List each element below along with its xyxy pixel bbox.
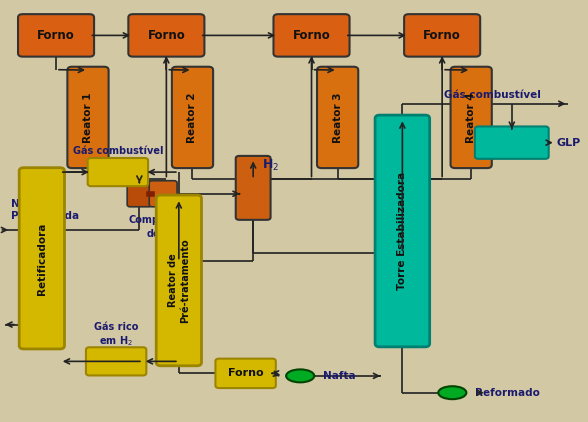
FancyBboxPatch shape — [375, 115, 430, 347]
Text: GLP: GLP — [557, 138, 581, 148]
Text: Gás combustível: Gás combustível — [73, 146, 163, 156]
Text: Compressor
de H$_2$: Compressor de H$_2$ — [129, 215, 194, 241]
FancyBboxPatch shape — [172, 67, 213, 168]
FancyBboxPatch shape — [404, 14, 480, 57]
Text: Forno: Forno — [228, 368, 263, 379]
Text: Torre Estabilizadora: Torre Estabilizadora — [397, 172, 407, 290]
FancyBboxPatch shape — [450, 67, 492, 168]
Text: Reator 2: Reator 2 — [188, 92, 198, 143]
Ellipse shape — [286, 369, 314, 382]
Text: H$_2$: H$_2$ — [262, 158, 279, 173]
FancyBboxPatch shape — [19, 168, 65, 349]
FancyBboxPatch shape — [317, 67, 358, 168]
FancyBboxPatch shape — [215, 359, 276, 388]
Text: Reator 4: Reator 4 — [466, 92, 476, 143]
Text: Forno: Forno — [423, 29, 461, 42]
FancyBboxPatch shape — [86, 347, 146, 376]
Text: Forno: Forno — [37, 29, 75, 42]
Text: Forno: Forno — [293, 29, 330, 42]
FancyBboxPatch shape — [475, 127, 549, 159]
Text: Reator 3: Reator 3 — [333, 92, 343, 143]
Text: Retificadora: Retificadora — [37, 222, 47, 295]
Text: Gás combustível: Gás combustível — [443, 90, 540, 100]
Text: Reator 1: Reator 1 — [83, 92, 93, 143]
FancyBboxPatch shape — [18, 14, 94, 57]
FancyBboxPatch shape — [273, 14, 349, 57]
FancyBboxPatch shape — [149, 181, 177, 207]
FancyBboxPatch shape — [156, 195, 202, 366]
FancyBboxPatch shape — [236, 156, 270, 220]
Text: Nafta
Pré-tratada: Nafta Pré-tratada — [11, 199, 79, 221]
Text: Reator de
Pré-tratamento: Reator de Pré-tratamento — [168, 238, 190, 323]
FancyBboxPatch shape — [128, 14, 205, 57]
Text: Forno: Forno — [148, 29, 185, 42]
FancyBboxPatch shape — [88, 158, 148, 186]
FancyBboxPatch shape — [127, 181, 152, 207]
Text: Nafta: Nafta — [323, 371, 356, 381]
FancyBboxPatch shape — [68, 67, 109, 168]
Ellipse shape — [438, 386, 466, 399]
Text: Reformado: Reformado — [475, 388, 540, 398]
Text: Gás rico
em H$_2$: Gás rico em H$_2$ — [94, 322, 138, 348]
